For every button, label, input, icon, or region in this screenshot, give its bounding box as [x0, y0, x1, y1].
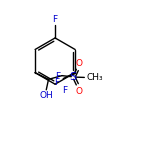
Text: O: O — [76, 59, 83, 68]
Text: CH₃: CH₃ — [86, 73, 103, 82]
Text: F: F — [62, 86, 67, 95]
Text: F: F — [55, 72, 60, 81]
Text: S: S — [70, 72, 77, 82]
Text: OH: OH — [39, 91, 53, 100]
Text: O: O — [76, 86, 83, 95]
Text: F: F — [54, 78, 59, 87]
Text: F: F — [53, 15, 58, 24]
